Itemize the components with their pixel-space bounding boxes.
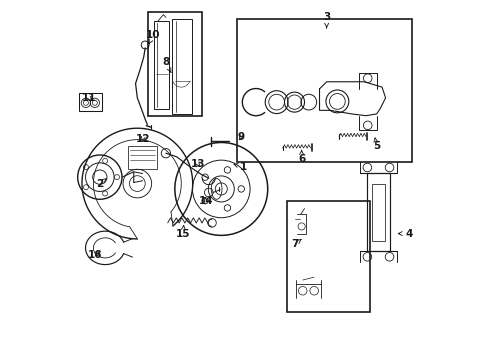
Text: 13: 13: [190, 159, 205, 169]
Text: 15: 15: [176, 225, 190, 239]
Bar: [371, 184, 385, 241]
Bar: [128, 146, 157, 169]
Text: 2: 2: [96, 179, 106, 189]
Text: 14: 14: [199, 197, 213, 206]
Text: 11: 11: [81, 93, 96, 103]
Text: 7: 7: [290, 239, 301, 249]
Text: 10: 10: [146, 30, 161, 44]
Text: 16: 16: [88, 250, 102, 260]
Bar: [148, 12, 201, 116]
Text: 6: 6: [297, 150, 305, 163]
Text: 3: 3: [323, 13, 329, 28]
Bar: [237, 19, 411, 162]
Bar: [366, 173, 389, 251]
Text: 4: 4: [398, 229, 412, 239]
Bar: [79, 93, 102, 111]
Text: 8: 8: [162, 57, 171, 72]
Bar: [287, 202, 369, 312]
Bar: [154, 21, 169, 109]
Text: 1: 1: [234, 162, 247, 172]
Text: 12: 12: [135, 134, 150, 144]
Text: 9: 9: [237, 132, 244, 142]
Text: 5: 5: [372, 138, 380, 151]
Bar: [172, 19, 192, 114]
